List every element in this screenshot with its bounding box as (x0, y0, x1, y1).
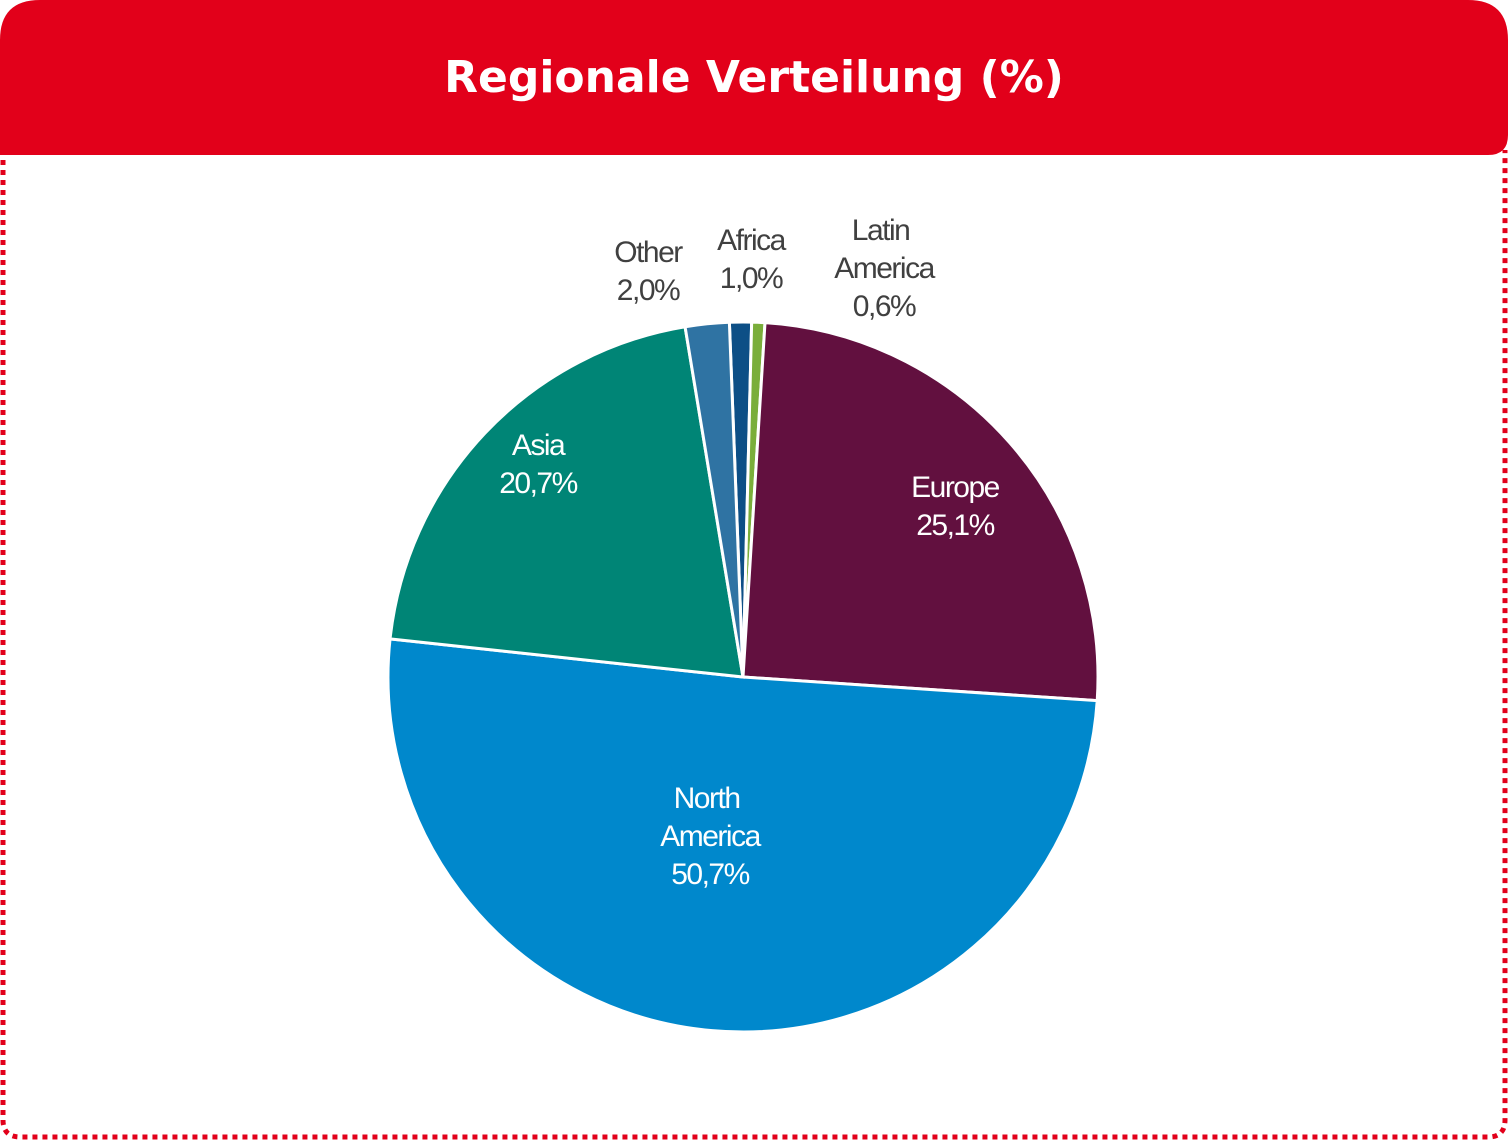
pie-slice (683, 320, 745, 678)
pie-slice (741, 321, 1100, 703)
pie-slice (386, 637, 1099, 1034)
labels: Africa 1,0% Latin America 0,6% Europe 25,1% No… (499, 214, 1001, 891)
slice-name: Other (614, 236, 683, 269)
slice-name: Africa (717, 224, 787, 257)
slice-name: Europe (911, 471, 1000, 504)
pie-slice (388, 325, 745, 679)
slice-value-label: 20,7% (499, 467, 577, 500)
panel-border (0, 150, 1508, 1140)
slice-value-label: 50,7% (671, 858, 749, 891)
slice-name: North America (660, 782, 761, 853)
slice-value-label: 1,0% (720, 262, 783, 295)
pie (386, 320, 1100, 1034)
slice-value-label: 25,1% (916, 509, 994, 542)
header-band (0, 0, 1508, 155)
chart-title: Regionale Verteilung (%) (444, 52, 1064, 103)
slice-name: Asia (512, 429, 566, 462)
slice-value-label: 0,6% (853, 290, 916, 323)
slice-value-label: 2,0% (617, 274, 680, 307)
slice-name: Latin America (834, 214, 935, 285)
